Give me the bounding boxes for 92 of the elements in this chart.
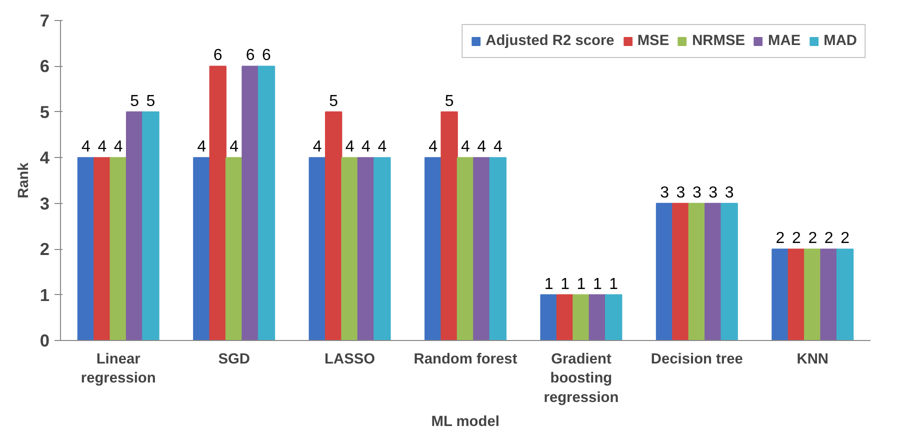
bar [820, 248, 838, 340]
data-label: 4 [428, 138, 438, 156]
x-axis-title: ML model [431, 414, 500, 430]
bar [242, 66, 259, 340]
legend-label: MAD [824, 33, 857, 49]
y-tick-label: 6 [40, 56, 50, 76]
data-label: 5 [329, 92, 338, 110]
data-label: 3 [724, 184, 734, 202]
bar [772, 248, 789, 340]
bar [605, 294, 622, 340]
bar [672, 202, 690, 340]
bar [142, 111, 160, 340]
data-label: 2 [840, 230, 850, 248]
bar [77, 157, 95, 340]
data-label: 4 [82, 138, 91, 156]
data-label: 1 [560, 276, 570, 293]
bar [473, 157, 490, 340]
bar [94, 157, 111, 340]
x-tick-label: Linear regression [80, 352, 156, 387]
bar [456, 157, 474, 340]
bar [704, 202, 722, 340]
data-label: 4 [461, 138, 470, 156]
data-label: 1 [609, 276, 618, 293]
data-label: 6 [262, 47, 272, 64]
x-tick-label: Random forest [414, 352, 518, 368]
y-tick-label: 3 [40, 193, 50, 214]
data-label: 3 [660, 184, 670, 202]
data-label: 4 [230, 138, 239, 156]
x-tick-label: Gradient boosting regression [544, 352, 619, 406]
bar [209, 66, 226, 340]
bar [225, 157, 243, 340]
y-tick-label: 1 [40, 284, 50, 305]
bar [110, 157, 127, 340]
data-label: 5 [130, 92, 140, 110]
data-label: 4 [114, 138, 123, 156]
data-label: 1 [592, 276, 602, 293]
bar [357, 157, 375, 340]
data-label: 1 [544, 276, 554, 293]
data-label: 4 [197, 138, 206, 156]
bar [836, 248, 854, 340]
bar [126, 111, 144, 340]
x-tick-label: LASSO [324, 352, 376, 368]
data-label: 1 [576, 276, 586, 293]
bar [324, 111, 342, 340]
data-label: 4 [477, 138, 486, 156]
bar [193, 157, 210, 340]
bar [656, 202, 674, 340]
bar [424, 157, 442, 340]
data-label: 2 [792, 230, 801, 248]
bar [720, 202, 738, 340]
y-tick-label: 0 [40, 330, 50, 350]
legend-label: MAE [768, 33, 801, 49]
data-label: 4 [312, 138, 322, 156]
bar [688, 202, 706, 340]
bar [572, 294, 590, 340]
x-tick-label: Decision tree [650, 352, 743, 368]
bar [308, 157, 326, 340]
legend-label: MSE [637, 33, 670, 49]
y-tick-label: 4 [40, 148, 50, 168]
data-label: 4 [345, 138, 354, 156]
bar [540, 294, 558, 340]
x-tick-label: SGD [218, 352, 250, 368]
data-label: 4 [98, 138, 107, 156]
bar [440, 111, 458, 340]
y-axis-title: Rank [16, 162, 32, 198]
bar [258, 66, 276, 340]
y-tick-label: 5 [40, 102, 50, 122]
data-label: 2 [808, 230, 818, 248]
bar [588, 294, 606, 340]
data-label: 3 [708, 184, 718, 202]
data-label: 5 [146, 92, 156, 110]
data-label: 3 [676, 184, 686, 202]
data-label: 4 [362, 138, 371, 156]
bar [489, 157, 506, 340]
bar [804, 248, 822, 340]
y-tick-label: 7 [40, 10, 50, 30]
data-label: 6 [213, 47, 222, 64]
data-label: 3 [692, 184, 702, 202]
data-label: 2 [776, 230, 785, 248]
bar [788, 248, 806, 340]
data-label: 6 [246, 47, 255, 64]
data-label: 2 [824, 230, 834, 248]
bar [556, 294, 574, 340]
bar [341, 157, 358, 340]
data-label: 4 [378, 138, 387, 156]
bar [374, 157, 391, 340]
data-label: 5 [444, 92, 454, 110]
y-tick-label: 2 [40, 239, 50, 260]
legend-label: NRMSE [692, 33, 746, 49]
data-label: 4 [493, 138, 502, 156]
x-tick-label: KNN [796, 352, 829, 368]
legend-label: Adjusted R2 score [486, 33, 614, 49]
